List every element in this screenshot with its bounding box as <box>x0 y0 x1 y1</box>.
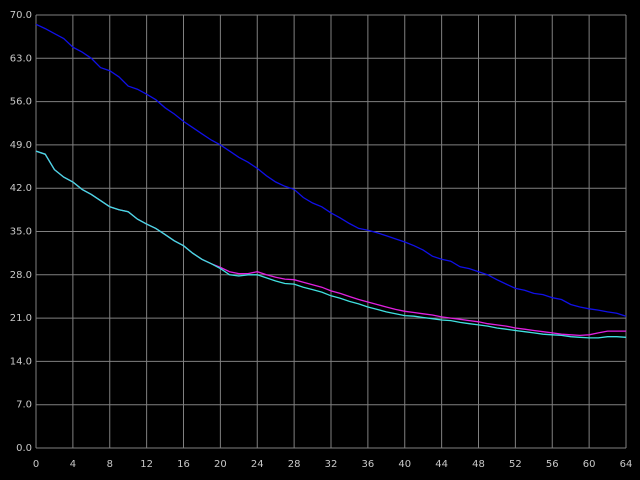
y-tick-label: 28.0 <box>10 270 32 281</box>
y-tick-label: 35.0 <box>10 227 32 238</box>
x-tick-label: 48 <box>472 459 485 470</box>
y-tick-label: 7.0 <box>16 400 32 411</box>
x-tick-label: 44 <box>435 459 448 470</box>
y-tick-label: 21.0 <box>10 313 32 324</box>
y-tick-label: 70.0 <box>10 10 32 21</box>
y-tick-label: 14.0 <box>10 356 32 367</box>
data-line <box>35 23 627 317</box>
x-tick-label: 20 <box>214 459 227 470</box>
x-tick-label: 12 <box>140 459 153 470</box>
x-tick-label: 28 <box>288 459 301 470</box>
x-tick-label: 8 <box>107 459 113 470</box>
y-tick-label: 42.0 <box>10 183 32 194</box>
x-tick-label: 24 <box>251 459 264 470</box>
x-tick-label: 56 <box>546 459 559 470</box>
x-tick-label: 0 <box>33 459 39 470</box>
y-tick-label: 63.0 <box>10 53 32 64</box>
y-tick-label: 49.0 <box>10 140 32 151</box>
y-tick-label: 56.0 <box>10 97 32 108</box>
x-tick-label: 60 <box>583 459 596 470</box>
x-tick-label: 52 <box>509 459 522 470</box>
x-tick-label: 40 <box>398 459 411 470</box>
x-tick-label: 16 <box>177 459 190 470</box>
data-line <box>35 150 627 339</box>
x-tick-label: 64 <box>620 459 633 470</box>
x-tick-label: 4 <box>70 459 76 470</box>
x-tick-label: 32 <box>325 459 338 470</box>
x-tick-label: 36 <box>362 459 375 470</box>
y-tick-label: 0.0 <box>16 443 32 454</box>
